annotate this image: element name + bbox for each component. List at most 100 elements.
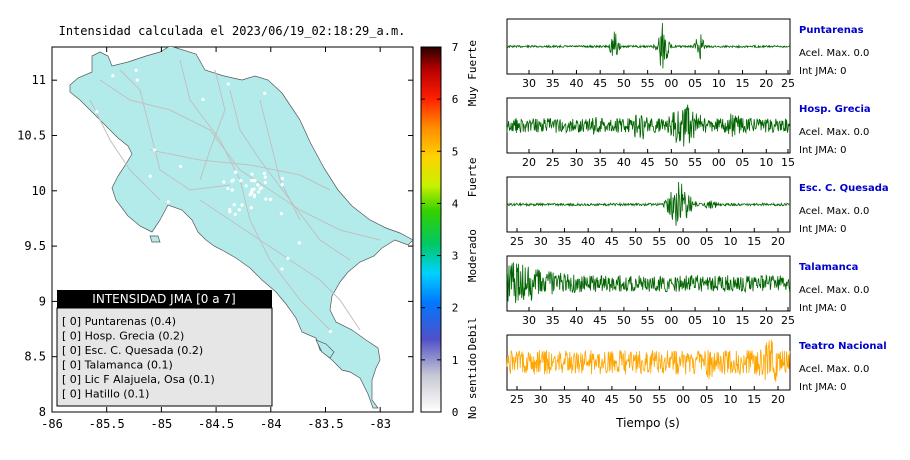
station-dot — [248, 193, 252, 197]
legend-body-bg — [56, 307, 273, 407]
station-dot — [297, 241, 301, 245]
waveform-tick-label: 25 — [781, 77, 795, 90]
station-dot — [226, 82, 230, 86]
waveform-trace — [506, 181, 790, 226]
station-dot — [309, 105, 313, 109]
colorbar-tick-label: 5 — [452, 145, 459, 158]
station-dot — [237, 208, 241, 212]
map-y-tick-label: 11 — [32, 73, 46, 87]
waveform-tick-label: 15 — [781, 156, 795, 169]
map-x-tick-label: -85 — [151, 417, 173, 431]
station-dot — [106, 164, 110, 168]
road — [259, 99, 301, 221]
station-dot — [324, 107, 328, 111]
waveform-frame — [506, 334, 791, 391]
waveform-tick-label: 50 — [664, 156, 678, 169]
waveform-tick-label: 05 — [700, 235, 714, 248]
road — [149, 149, 331, 191]
station-dot — [262, 171, 267, 176]
colorbar-gradient — [420, 46, 442, 413]
waveform-tick-label: 00 — [712, 156, 726, 169]
waveform-tick-label: 20 — [759, 77, 773, 90]
waveform-tick-label: 25 — [510, 393, 524, 406]
waveform-tick-label: 30 — [522, 314, 536, 327]
waveform-tick-label: 35 — [557, 393, 571, 406]
station-dot — [201, 97, 205, 102]
waveform-tick-label: 15 — [736, 314, 750, 327]
station-dot — [268, 197, 273, 201]
waveform-tick-label: 50 — [629, 235, 643, 248]
colorbar-category-label: No sentido — [466, 353, 479, 419]
map-y-axis: 11 10.5 10 9.5 9 8.5 8 — [17, 73, 413, 419]
road — [199, 69, 226, 181]
station-dot — [286, 256, 290, 260]
map-x-tick-label: -86 — [41, 417, 63, 431]
colorbar-tick-label: 0 — [452, 406, 459, 419]
legend-item: [ 0] Talamanca (0.1) — [62, 359, 173, 372]
station-dot — [263, 175, 267, 179]
map-y-tick-label: 9.5 — [24, 239, 46, 253]
station-accel: Acel. Max. 0.0 — [799, 127, 869, 138]
small-island — [149, 235, 161, 243]
map-x-tick-label: -84.5 — [198, 417, 234, 431]
station-dot — [264, 197, 268, 201]
station-dot — [231, 178, 235, 182]
station-accel: Acel. Max. 0.0 — [799, 48, 869, 59]
waveform-tick-label: 15 — [747, 235, 761, 248]
station-dot — [256, 183, 260, 187]
waveform-tick-label: 20 — [771, 393, 785, 406]
waveform-tick-label: 10 — [724, 235, 738, 248]
waveform-tick-label: 10 — [724, 393, 738, 406]
road — [229, 89, 351, 261]
station-dot — [90, 165, 94, 169]
waveform-tick-label: 20 — [759, 314, 773, 327]
station-dot — [240, 203, 244, 207]
waveform-tick-label: 30 — [522, 77, 536, 90]
station-dot — [259, 186, 263, 190]
waveform-trace — [506, 262, 791, 304]
station-dot — [232, 203, 236, 207]
map-y-tick-label: 8.5 — [24, 350, 46, 364]
map-x-tick-label: -84 — [260, 417, 282, 431]
waveform-panel: 25 30 35 40 45 50 55 00 05 10 15 20 Esc. C. Quesada A… — [506, 176, 889, 248]
waveform-tick-label: 20 — [522, 156, 536, 169]
waveform-tick-label: 10 — [712, 314, 726, 327]
waveform-panel: 30 35 40 45 50 55 00 05 10 15 20 25 Puntarenas Acel. … — [506, 18, 869, 90]
legend-item: [ 0] Esc. C. Quesada (0.2) — [62, 344, 203, 357]
station-dot — [233, 170, 238, 174]
colorbar-tick-label: 4 — [452, 197, 459, 210]
waveform-tick-label: 55 — [641, 77, 655, 90]
station-dot — [280, 183, 284, 187]
station-name: Esc. C. Quesada — [799, 183, 889, 194]
station-dot — [239, 179, 243, 183]
waveform-tick-label: 25 — [546, 156, 560, 169]
colorbar-tick-label: 6 — [452, 93, 459, 106]
station-dot — [135, 78, 139, 82]
legend-item: [ 0] Hatillo (0.1) — [62, 388, 149, 401]
waveform-tick-label: 30 — [569, 156, 583, 169]
waveform-tick-label: 05 — [736, 156, 750, 169]
waveform-tick-label: 00 — [676, 393, 690, 406]
map-x-tick-label: -83.5 — [307, 417, 343, 431]
waveform-tick-label: 05 — [700, 393, 714, 406]
station-dot — [222, 180, 226, 184]
waveform-panel: 30 35 40 45 50 55 00 05 10 15 20 25 Talamanca Acel. M… — [506, 255, 869, 327]
station-dot — [164, 275, 168, 279]
map-y-tick-label: 10.5 — [17, 128, 46, 142]
waveform-tick-label: 30 — [534, 235, 548, 248]
road — [179, 59, 331, 331]
legend-item: [ 0] Lic F Alajuela, Osa (0.1) — [62, 373, 215, 386]
colorbar-tick-label: 1 — [452, 354, 459, 367]
station-int: Int JMA: 0 — [799, 224, 847, 235]
station-accel: Acel. Max. 0.0 — [799, 206, 869, 217]
station-dot — [123, 282, 127, 286]
waveform-tick-label: 45 — [593, 77, 607, 90]
station-name: Teatro Nacional — [799, 341, 887, 352]
map-x-tick-label: -85.5 — [89, 417, 125, 431]
station-dot — [166, 200, 170, 204]
station-dot — [243, 74, 247, 79]
station-dot — [249, 190, 253, 194]
road — [89, 99, 161, 201]
waveform-tick-label: 10 — [759, 156, 773, 169]
